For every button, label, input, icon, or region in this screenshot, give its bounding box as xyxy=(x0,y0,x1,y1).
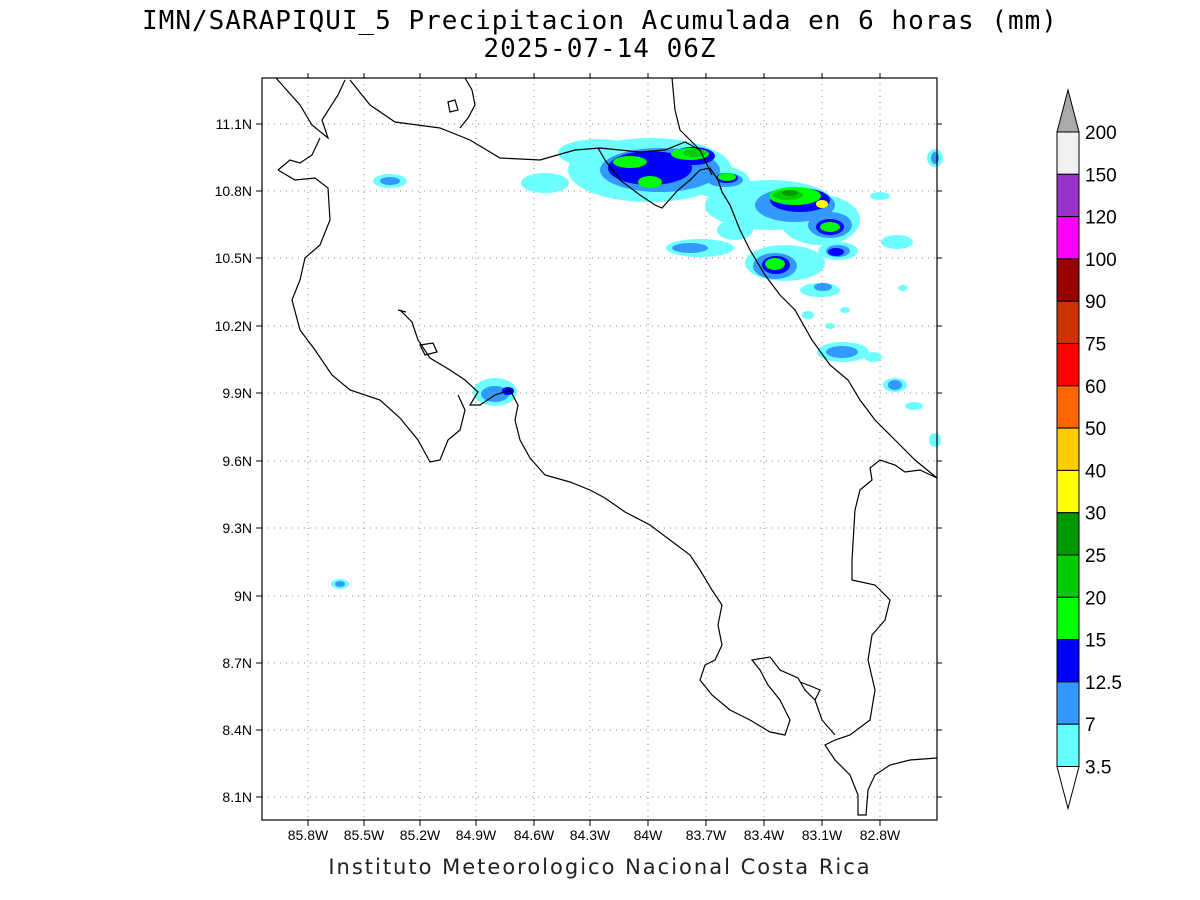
gridlines xyxy=(262,78,937,820)
colorbar-swatch xyxy=(1056,216,1080,260)
colorbar-bottom-arrow xyxy=(1056,766,1080,811)
lon-tick-label: 83.1W xyxy=(802,827,843,843)
colorbar-top-arrow xyxy=(1056,88,1080,133)
colorbar-swatch xyxy=(1056,512,1080,556)
map-datetime: 2025-07-14 06Z xyxy=(483,34,717,64)
lat-tick-label: 10.2N xyxy=(215,318,252,334)
lon-tick-label: 83.4W xyxy=(744,827,785,843)
colorbar-label: 150 xyxy=(1085,165,1117,186)
coastline xyxy=(275,77,938,816)
colorbar-swatch xyxy=(1056,596,1080,641)
lon-tick-label: 84.3W xyxy=(570,827,611,843)
footer-credit: Instituto Meteorologico Nacional Costa R… xyxy=(328,855,872,879)
colorbar-label: 3.5 xyxy=(1085,758,1111,779)
colorbar-swatch xyxy=(1056,343,1080,387)
colorbar-label: 30 xyxy=(1085,504,1106,525)
lat-tick-label: 9.6N xyxy=(222,453,252,469)
colorbar-label: 20 xyxy=(1085,588,1106,609)
colorbar-label: 200 xyxy=(1085,123,1117,144)
colorbar-swatch xyxy=(1056,469,1080,514)
plot-frame xyxy=(261,77,938,821)
lat-tick-label: 11.1N xyxy=(216,116,252,132)
colorbar-swatch xyxy=(1056,639,1080,683)
map-title: IMN/SARAPIQUI_5 Precipitacion Acumulada … xyxy=(142,6,1058,36)
colorbar-swatch xyxy=(1056,173,1080,218)
colorbar-label: 40 xyxy=(1085,461,1106,482)
colorbar-label: 90 xyxy=(1085,292,1106,313)
lat-tick-label: 8.1N xyxy=(222,789,252,805)
colorbar-swatch xyxy=(1056,427,1080,471)
colorbar-swatch xyxy=(1056,385,1080,429)
colorbar-label: 50 xyxy=(1085,419,1106,440)
lon-tick-label: 85.8W xyxy=(288,827,329,843)
lat-tick-label: 8.7N xyxy=(222,655,252,671)
colorbar-label: 7 xyxy=(1085,715,1096,736)
colorbar-swatch xyxy=(1056,131,1080,175)
lon-tick-label: 84.9W xyxy=(456,827,497,843)
lat-tick-label: 9.3N xyxy=(222,520,252,536)
colorbar-label: 12.5 xyxy=(1085,673,1122,694)
colorbar-label: 75 xyxy=(1085,335,1106,356)
lat-tick-label: 10.8N xyxy=(215,183,252,199)
colorbar-label: 120 xyxy=(1085,208,1117,229)
colorbar-swatch xyxy=(1056,681,1080,725)
precipitation-field xyxy=(331,138,943,589)
lon-tick-label: 85.5W xyxy=(344,827,385,843)
lat-tick-label: 9N xyxy=(234,588,252,604)
longitude-axis: 85.8W 85.5W 85.2W 84.9W 84.6W 84.3W 84W 83.7W 83… xyxy=(288,73,901,843)
lat-tick-label: 9.9N xyxy=(222,385,252,401)
lon-tick-label: 83.7W xyxy=(686,827,727,843)
colorbar-label: 60 xyxy=(1085,377,1106,398)
colorbar-swatch xyxy=(1056,554,1080,598)
colorbar-swatch xyxy=(1056,723,1080,768)
colorbar-swatch xyxy=(1056,300,1080,345)
latitude-axis: 11.1N 10.8N 10.5N 10.2N 9.9N 9.6N 9.3N 9N 8.7N 8.… xyxy=(215,116,942,805)
lon-tick-label: 85.2W xyxy=(400,827,441,843)
lat-tick-label: 10.5N xyxy=(215,250,252,266)
colorbar-label: 15 xyxy=(1085,631,1106,652)
lat-tick-label: 8.4N xyxy=(222,722,252,738)
colorbar: 200 150 120 100 90 75 60 50 40 30 25 20 15 12.5 7 3.5 xyxy=(1056,88,1122,811)
lon-tick-label: 84.6W xyxy=(514,827,555,843)
colorbar-label: 100 xyxy=(1085,250,1117,271)
lon-tick-label: 84W xyxy=(634,827,664,843)
lon-tick-label: 82.8W xyxy=(860,827,901,843)
colorbar-label: 25 xyxy=(1085,546,1106,567)
colorbar-swatch xyxy=(1056,258,1080,302)
